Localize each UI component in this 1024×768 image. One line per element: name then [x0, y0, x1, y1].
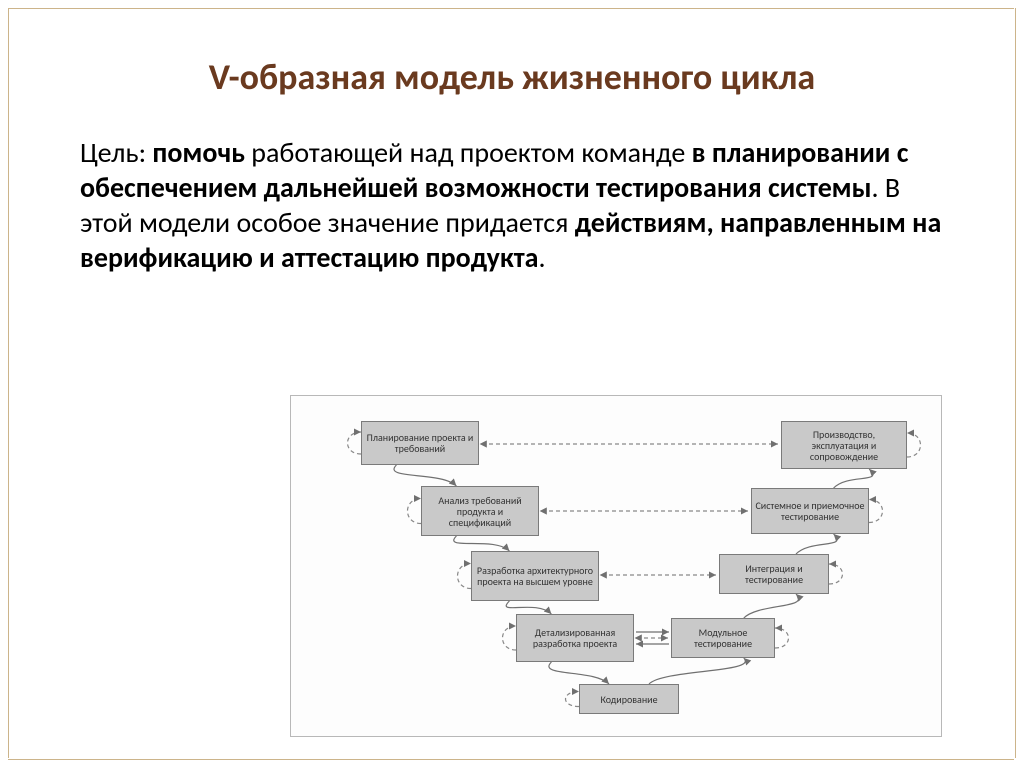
diagram-edge	[549, 662, 609, 684]
frame-border	[8, 759, 1014, 760]
diagram-edge	[829, 564, 843, 584]
diagram-edge	[566, 692, 580, 707]
body-text: Цель:	[80, 135, 152, 170]
diagram-edge	[796, 534, 837, 554]
diagram-edge	[503, 626, 517, 650]
diagram-edge	[506, 601, 551, 614]
diagram-edge	[907, 433, 921, 457]
diagram-node: Производство, эксплуатация и сопровожден…	[781, 421, 907, 469]
frame-border	[8, 8, 1014, 9]
diagram-node: Разработка архитектурного проекта на выс…	[471, 551, 599, 601]
diagram-edge	[869, 500, 883, 523]
diagram-edge	[649, 658, 745, 684]
frame-border	[8, 8, 9, 758]
diagram-edge	[454, 536, 510, 551]
body-text: .	[538, 240, 545, 275]
slide-title: V-образная модель жизненного цикла	[0, 55, 1024, 99]
body-bold: помочь	[152, 135, 245, 170]
diagram-node: Кодирование	[579, 684, 679, 714]
diagram-node: Планирование проекта и требований	[361, 421, 479, 465]
diagram-edge	[744, 594, 799, 618]
diagram-edge	[458, 564, 472, 589]
diagram-node: Системное и приемочное тестирование	[751, 488, 869, 534]
diagram-node: Детализированная разработка проекта	[516, 614, 634, 662]
diagram-edge	[775, 628, 789, 648]
body-text: работающей над проектом команде	[245, 135, 692, 170]
diagram-edge	[348, 432, 362, 454]
diagram-edge	[834, 469, 873, 488]
v-model-diagram: Планирование проекта и требований Анализ …	[290, 395, 942, 737]
slide-body: Цель: помочь работающей над проектом ком…	[80, 135, 950, 275]
diagram-node: Анализ требований продукта и спецификаци…	[421, 486, 539, 536]
diagram-node: Модульное тестирование	[671, 618, 775, 658]
frame-border	[1015, 8, 1016, 758]
diagram-edge	[408, 499, 422, 524]
diagram-node: Интеграция и тестирование	[719, 554, 829, 594]
slide: V-образная модель жизненного цикла Цель:…	[0, 0, 1024, 768]
diagram-edge	[394, 465, 456, 486]
